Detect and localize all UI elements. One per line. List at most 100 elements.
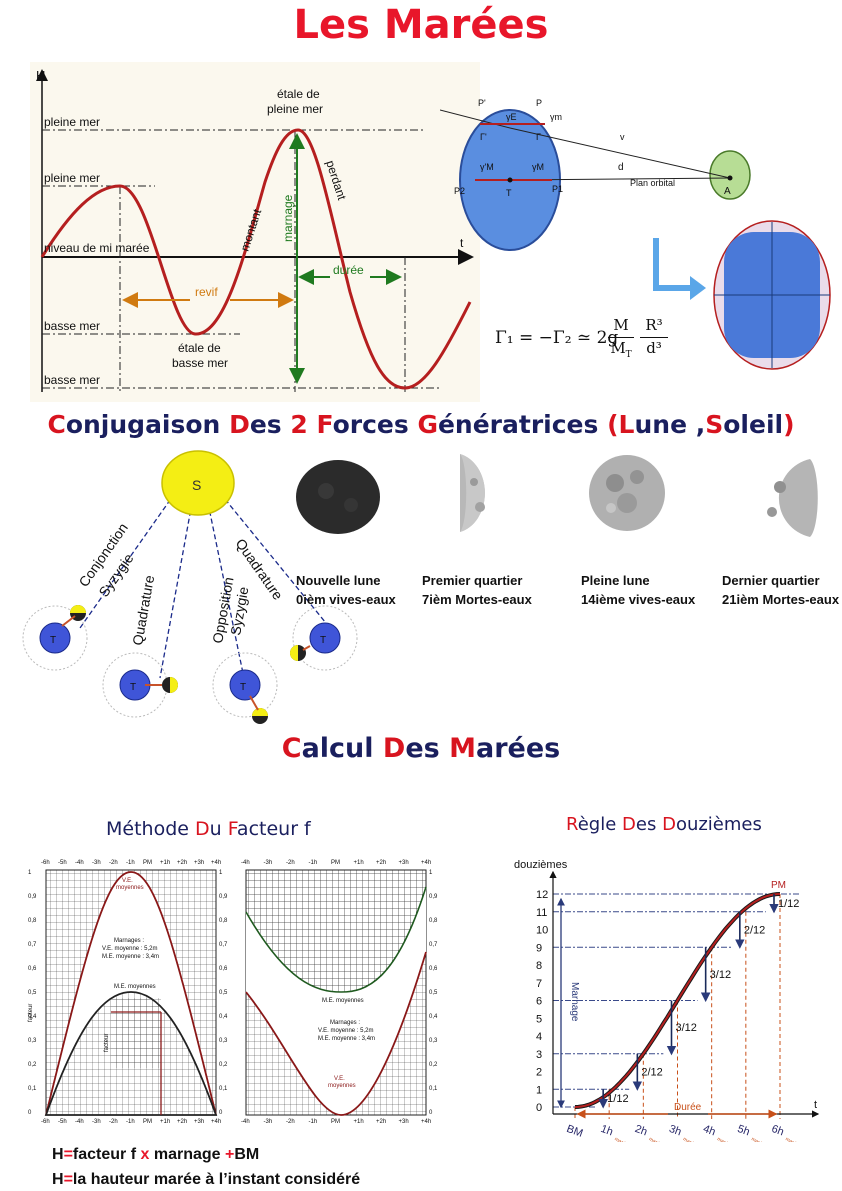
- earth-conjunction: [39, 622, 71, 654]
- hour-tick-label: -3h: [264, 860, 273, 866]
- moon-name: Pleine lune: [581, 573, 650, 588]
- y-tick-label: 0: [28, 1110, 32, 1116]
- hour-tick-label: -2h: [286, 860, 295, 866]
- earth-quadrature-2: [309, 622, 341, 654]
- fd-T: T: [506, 188, 512, 198]
- label-duree: durée: [333, 263, 364, 277]
- douz-y-tick-label: 11: [536, 907, 547, 919]
- y-tick-label: 0,3: [429, 1038, 438, 1044]
- title-fragment: C: [281, 733, 302, 764]
- ve-m2-label: V.E. moyenne : 5,2m: [318, 1028, 373, 1034]
- douz-fraction-label: 3/12: [710, 969, 731, 981]
- douz-y-tick-label: 7: [536, 978, 542, 990]
- hour-tick-label: -1h: [126, 1119, 135, 1124]
- hour-tick-label: +2h: [376, 860, 386, 866]
- hour-tick-label: +3h: [399, 1119, 409, 1124]
- title-fragment: =: [63, 1146, 73, 1163]
- equation-den2: d³: [646, 339, 662, 357]
- title-fragment: D: [229, 410, 250, 439]
- y-tick-label: 0,7: [219, 942, 228, 948]
- title-fragment: G: [417, 410, 438, 439]
- facteur-title: Méthode Du Facteur f: [106, 818, 311, 840]
- y-tick-label: 1: [429, 870, 433, 876]
- title-fragment: oleil: [723, 410, 784, 439]
- moon-caption-first-quarter: Premier quartier 7ièm Mortes-eaux: [422, 571, 532, 609]
- h-axis-label: H: [36, 68, 45, 83]
- full-moon-image: [589, 455, 665, 531]
- title-fragment: x: [140, 1146, 150, 1163]
- douz-y-tick-label: 4: [536, 1031, 542, 1043]
- title-fragment: une ,: [634, 410, 706, 439]
- title-fragment: la hauteur marée à l’instant considéré: [72, 1171, 361, 1188]
- douz-y-tick-label: 5: [536, 1013, 542, 1025]
- label-basse-mer-2: basse mer: [44, 373, 100, 387]
- y-tick-label: 0,3: [28, 1038, 37, 1044]
- douz-x-sub: marée: [648, 1136, 663, 1142]
- hour-tick-label: +1h: [160, 1119, 170, 1124]
- moon-caption-full: Pleine lune 14ième vives-eaux: [581, 571, 695, 609]
- y-tick-label: 0,8: [219, 918, 228, 924]
- title-fragment: marnage: [149, 1146, 225, 1163]
- title-fragment: BM: [234, 1146, 260, 1163]
- title-fragment: H: [52, 1146, 64, 1163]
- title-fragment: es: [249, 410, 291, 439]
- label-etale-pm-2: pleine mer: [267, 102, 323, 116]
- fd-gamma-M: γM: [532, 162, 544, 172]
- fd-gamma: Γ: [536, 132, 541, 142]
- moon-note: 21ièm Mortes-eaux: [722, 592, 840, 607]
- fd-v: v: [620, 132, 625, 142]
- fd-A: A: [724, 186, 731, 197]
- title-fragment: es: [635, 814, 663, 835]
- label-quadrature-1: Quadrature: [129, 574, 157, 647]
- moon-sphere: [709, 150, 751, 200]
- title-fragment: alcul: [301, 733, 383, 764]
- label-etale-bm-2: basse mer: [172, 356, 228, 370]
- me-m-label: M.E. moyenne : 3,4m: [102, 954, 159, 960]
- right-panel: M.E. moyennes Marnages : V.E. moyenne : …: [245, 869, 427, 1116]
- facteur-inner-label: facteur: [104, 1034, 110, 1052]
- y-tick-label: 0,4: [219, 1014, 228, 1020]
- hour-tick-label: -4h: [75, 1119, 84, 1124]
- douziemes-title: Règle Des Douzièmes: [566, 814, 762, 835]
- hour-tick-label: -6h: [41, 1119, 50, 1124]
- formula-2: H=la hauteur marée à l’instant considéré: [52, 1171, 360, 1189]
- douz-duree: Durée: [674, 1102, 702, 1113]
- label-mid-tide: niveau de mi marée: [44, 241, 150, 255]
- hour-tick-label: PM: [331, 860, 340, 866]
- hour-tick-label: -2h: [109, 860, 118, 866]
- douz-y-tick-label: 1: [536, 1084, 542, 1096]
- douz-ylabel: douzièmes: [514, 859, 568, 871]
- hour-tick-label: -5h: [58, 1119, 67, 1124]
- earth-label-2: T: [130, 682, 136, 693]
- douz-fraction-label: 2/12: [641, 1067, 662, 1079]
- hour-tick-label: +1h: [354, 860, 364, 866]
- hour-tick-label: +1h: [160, 860, 170, 866]
- earth-label-4: T: [320, 635, 326, 646]
- y-tick-label: 0,9: [28, 894, 37, 900]
- title-fragment: ègle: [577, 814, 622, 835]
- title-fragment: acteur f: [236, 818, 311, 840]
- hour-tick-label: -3h: [264, 1119, 273, 1124]
- equation-lhs: Γ₁ = −Γ₂ ≃ 2g: [495, 328, 619, 348]
- douz-x-label: 5h: [736, 1123, 752, 1138]
- fd-P2: P2: [454, 186, 465, 196]
- hour-tick-label: -3h: [92, 1119, 101, 1124]
- hour-tick-label: +4h: [421, 860, 431, 866]
- fd-gamma-prime: Γ': [480, 132, 487, 142]
- title-fragment: D: [195, 818, 210, 840]
- title-fragment: 2: [290, 410, 317, 439]
- hour-tick-label: +2h: [376, 1119, 386, 1124]
- equation-den1: MT: [610, 339, 632, 360]
- douz-fraction-label: 3/12: [676, 1022, 697, 1034]
- hour-tick-label: -3h: [92, 860, 101, 866]
- me-moy-label: M.E. moyennes: [114, 984, 156, 990]
- title-fragment: M: [449, 733, 477, 764]
- douz-x-sub: marée: [784, 1136, 799, 1142]
- douz-y-tick-label: 8: [536, 960, 542, 972]
- douz-y-tick-label: 9: [536, 942, 542, 954]
- douz-x-label: 6h: [770, 1123, 786, 1138]
- title-fragment: D: [662, 814, 676, 835]
- hour-tick-label: PM: [143, 1119, 152, 1124]
- title-fragment: H: [52, 1171, 64, 1188]
